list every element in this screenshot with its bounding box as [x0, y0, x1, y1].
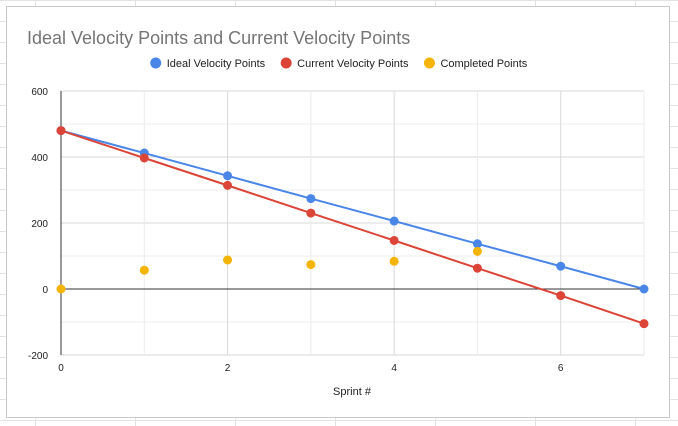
- series-line-1: [60, 129, 645, 325]
- data-point: [223, 255, 233, 265]
- grid-lines: [61, 90, 645, 356]
- data-point: [56, 126, 66, 136]
- legend-marker: [280, 57, 292, 69]
- data-point: [139, 265, 149, 275]
- data-point: [306, 260, 316, 270]
- data-point: [472, 239, 482, 249]
- x-tick-label: 4: [391, 363, 397, 374]
- data-point: [389, 235, 399, 245]
- data-point: [56, 284, 66, 294]
- y-tick-label: 400: [31, 153, 48, 164]
- y-tick-label: 200: [31, 219, 48, 230]
- legend-label: Completed Points: [440, 58, 527, 70]
- data-point: [306, 208, 316, 218]
- x-tick-label: 6: [558, 363, 564, 374]
- chart-card[interactable]: [6, 6, 670, 418]
- data-point: [556, 261, 566, 271]
- x-tick-label: 2: [225, 363, 231, 374]
- data-point: [389, 256, 399, 266]
- x-tick-label: 0: [58, 363, 64, 374]
- legend: Ideal Velocity Points Current Velocity Po…: [150, 57, 528, 70]
- data-point: [472, 246, 482, 256]
- series-layer: [56, 126, 649, 329]
- legend-marker: [423, 57, 435, 69]
- y-tick-label: -200: [28, 351, 48, 362]
- data-point: [389, 216, 399, 226]
- data-point: [472, 263, 482, 273]
- legend-label: Ideal Velocity Points: [167, 58, 266, 70]
- legend-marker: [150, 57, 162, 69]
- data-point: [139, 153, 149, 163]
- legend-label: Current Velocity Points: [297, 58, 409, 70]
- y-tick-label: 600: [31, 87, 48, 98]
- data-point: [556, 291, 566, 301]
- y-tick-label: 0: [42, 285, 48, 296]
- series-line-0: [60, 129, 645, 290]
- data-point: [639, 284, 649, 294]
- chart-title: Ideal Velocity Points and Current Veloci…: [27, 28, 410, 48]
- x-axis-label: Sprint #: [333, 386, 372, 398]
- tick-labels: 600 400 200 0 -200 0 2 4 6: [28, 87, 564, 374]
- data-point: [639, 319, 649, 329]
- data-point: [223, 180, 233, 190]
- data-point: [223, 171, 233, 181]
- data-point: [306, 194, 316, 204]
